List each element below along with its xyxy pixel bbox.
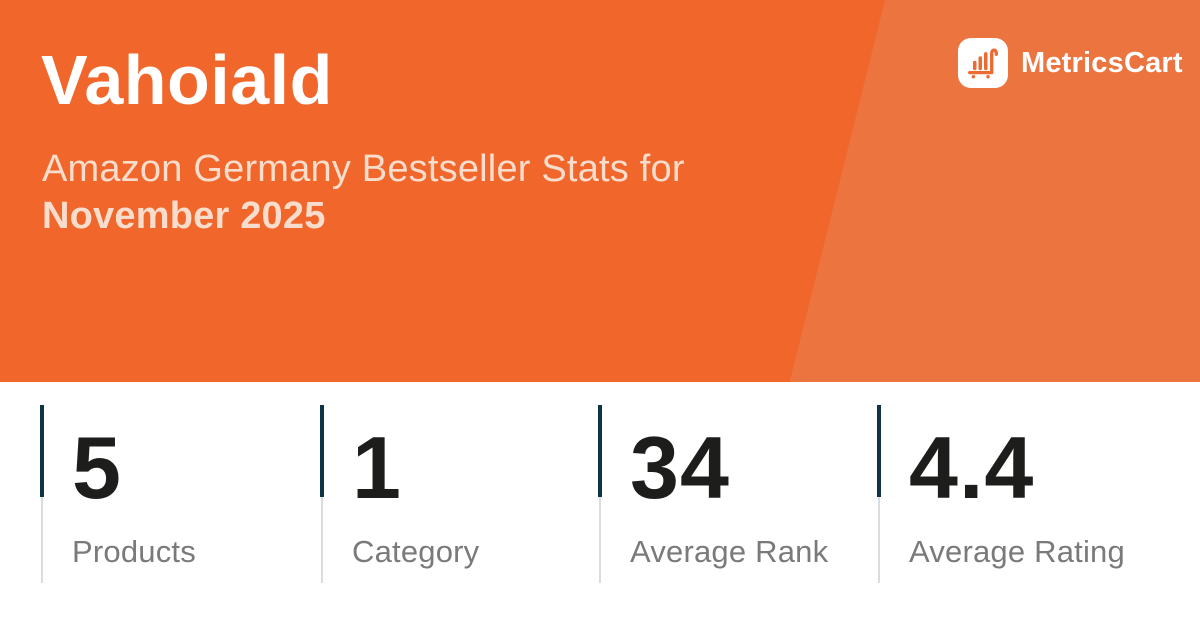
bar-chart-cart-icon: [958, 38, 1008, 88]
stat-accent-bar: [598, 405, 602, 497]
stat-value: 1: [352, 418, 402, 517]
header-section: Vahoiald Amazon Germany Bestseller Stats…: [0, 0, 1200, 382]
stat-accent-bar: [320, 405, 324, 497]
subtitle: Amazon Germany Bestseller Stats for Nove…: [42, 146, 685, 240]
stat-divider-line: [878, 497, 880, 583]
subtitle-line2: November 2025: [42, 195, 326, 237]
stat-label: Average Rating: [909, 534, 1125, 569]
stat-category: 1 Category: [320, 405, 592, 583]
subtitle-line1: Amazon Germany Bestseller Stats for: [42, 148, 685, 190]
stat-accent-bar: [877, 405, 881, 497]
stat-divider-line: [599, 497, 601, 583]
stat-average-rating: 4.4 Average Rating: [877, 405, 1149, 583]
stat-label: Category: [352, 534, 480, 569]
stat-value: 34: [630, 418, 730, 517]
stat-label: Products: [72, 534, 196, 569]
stat-value: 5: [72, 418, 122, 517]
stat-value: 4.4: [909, 418, 1035, 517]
page-title: Vahoiald: [41, 41, 333, 119]
brand-name: MetricsCart: [1021, 46, 1183, 79]
stat-accent-bar: [40, 405, 44, 497]
stat-average-rank: 34 Average Rank: [598, 405, 870, 583]
brand-logo: MetricsCart: [958, 38, 1183, 88]
stat-divider-line: [321, 497, 323, 583]
stats-section: 5 Products 1 Category 34 Average Rank 4.…: [0, 382, 1200, 628]
stat-label: Average Rank: [630, 534, 829, 569]
stat-divider-line: [41, 497, 43, 583]
stat-products: 5 Products: [40, 405, 312, 583]
